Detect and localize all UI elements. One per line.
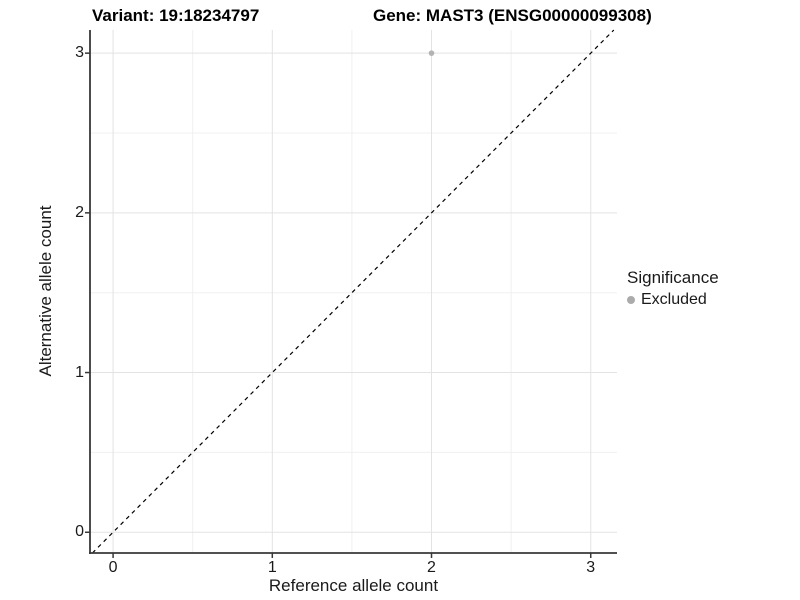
x-tick-label: 3	[586, 559, 596, 576]
y-tick-label: 3	[75, 44, 84, 62]
y-axis-title: Alternative allele count	[36, 205, 55, 377]
y-tick-label: 0	[75, 523, 84, 541]
legend-point-icon	[627, 296, 635, 304]
x-axis-title: Reference allele count	[268, 576, 439, 595]
legend: Significance Excluded	[627, 268, 719, 309]
y-tick-label: 2	[75, 203, 84, 221]
plot-title-variant: Variant: 19:18234797	[92, 6, 260, 25]
y-tick-label: 1	[75, 363, 84, 381]
legend-entry: Excluded	[627, 291, 719, 309]
data-point	[428, 50, 435, 56]
x-tick-label: 1	[267, 559, 277, 576]
identity-line	[91, 29, 615, 554]
legend-title: Significance	[627, 268, 719, 287]
legend-entry-label: Excluded	[641, 291, 707, 308]
plot-title-gene: Gene: MAST3 (ENSG00000099308)	[373, 6, 652, 25]
x-tick-label: 2	[427, 559, 436, 576]
x-tick-label: 0	[108, 559, 118, 576]
